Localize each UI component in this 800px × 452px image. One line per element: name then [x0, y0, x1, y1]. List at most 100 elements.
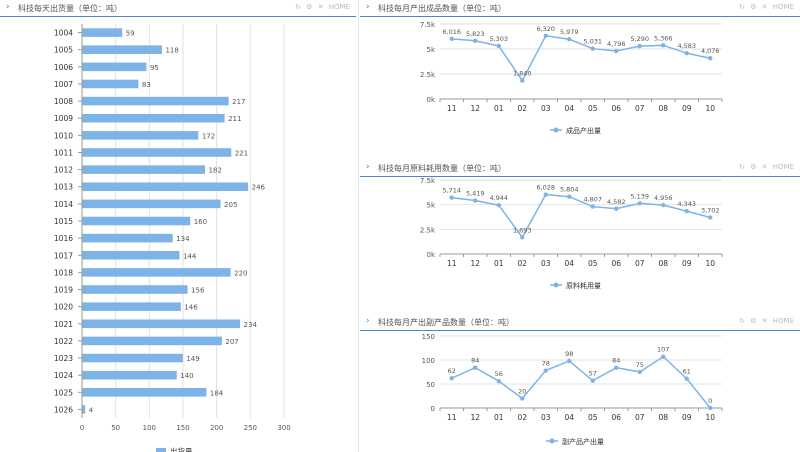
bar	[82, 113, 225, 123]
chevron-right-icon[interactable]: ›	[366, 316, 370, 326]
x-tick-label: 100	[143, 424, 156, 432]
chevron-right-icon[interactable]: ›	[366, 2, 370, 12]
chevron-right-icon[interactable]: ›	[366, 162, 370, 172]
data-label: 62	[448, 367, 456, 375]
x-tick-label: 300	[277, 424, 290, 432]
products-panel: › 科技每月产出成品数量（单位：吨） ↻ ⚙ ✕ HOME 0k 2.5k 5k 7.…	[360, 0, 800, 142]
data-point	[590, 378, 595, 383]
x-tick-label: 12	[470, 259, 480, 268]
panel-toolbar: ↻ ⚙ ✕ HOME	[736, 317, 794, 325]
data-label: 57	[589, 370, 597, 378]
data-label: 207	[225, 338, 238, 346]
data-point	[473, 198, 478, 203]
home-link[interactable]: HOME	[772, 163, 794, 171]
x-tick-label: 07	[635, 104, 645, 113]
close-icon[interactable]: ✕	[761, 317, 768, 325]
data-label: 184	[210, 389, 224, 397]
panel-header: › 科技每天出货量（单位：吨） ↻ ⚙ ✕ HOME	[0, 0, 356, 17]
data-label: 4,807	[583, 196, 602, 204]
series-line	[451, 355, 711, 409]
gear-icon[interactable]: ⚙	[750, 163, 757, 171]
data-label: 234	[244, 321, 258, 329]
gear-icon[interactable]: ⚙	[750, 3, 757, 11]
products-line-chart: 0k 2.5k 5k 7.5k 11 12 01 02 03 04 05 06 07 08 09 10 6,01…	[420, 21, 723, 135]
close-icon[interactable]: ✕	[761, 3, 768, 11]
data-label: 160	[194, 218, 207, 226]
data-label: 172	[202, 132, 215, 140]
data-label: 6,016	[442, 28, 461, 36]
data-point	[684, 50, 689, 56]
legend-label: 出货量	[170, 446, 193, 452]
data-label: 0	[708, 397, 712, 405]
data-point	[661, 354, 666, 359]
data-point	[661, 43, 666, 48]
x-tick-label: 01	[494, 104, 504, 113]
data-label: 217	[232, 98, 245, 106]
gear-icon[interactable]: ⚙	[306, 3, 313, 11]
bar	[82, 148, 232, 157]
refresh-icon[interactable]: ↻	[739, 3, 745, 11]
y-tick-label: 100	[422, 357, 435, 365]
data-point	[590, 46, 595, 51]
data-point	[567, 37, 572, 42]
y-tick-label: 150	[422, 333, 435, 341]
data-point	[590, 204, 595, 209]
panel-toolbar: ↻ ⚙ ✕ HOME	[736, 3, 794, 11]
home-link[interactable]: HOME	[772, 317, 794, 325]
bar	[82, 233, 173, 243]
data-point	[473, 365, 478, 370]
x-tick-label: 04	[564, 259, 574, 268]
x-tick-label: 10	[705, 413, 715, 422]
data-label: 5,290	[630, 35, 649, 43]
bar	[82, 45, 162, 54]
data-label: 75	[636, 361, 644, 369]
close-icon[interactable]: ✕	[761, 163, 768, 171]
data-label: 4,944	[489, 194, 508, 202]
bar	[82, 199, 221, 209]
data-label: 4,956	[654, 194, 673, 202]
byproducts-panel: › 科技每月产出副产品数量（单位：吨） ↻ ⚙ ✕ HOME 0 50 100 150…	[360, 314, 800, 452]
bar	[82, 79, 139, 89]
home-link[interactable]: HOME	[328, 3, 350, 11]
bar	[82, 370, 177, 380]
data-label: 4,076	[701, 47, 720, 55]
x-tick-label: 06	[611, 104, 621, 113]
data-point	[520, 78, 525, 83]
x-tick-label: 07	[635, 413, 645, 422]
chevron-right-icon[interactable]: ›	[6, 2, 10, 12]
legend-label: 副产品产出量	[562, 437, 604, 446]
y-tick-label: 0	[431, 405, 435, 413]
data-point	[684, 376, 689, 381]
gear-icon[interactable]: ⚙	[750, 317, 757, 325]
refresh-icon[interactable]: ↻	[739, 163, 745, 171]
close-icon[interactable]: ✕	[317, 3, 324, 11]
y-tick-label: 1017	[54, 251, 73, 260]
data-point	[496, 203, 501, 208]
data-label: 221	[235, 149, 248, 157]
data-point	[614, 206, 619, 211]
panel-header: › 科技每月产出副产品数量（单位：吨） ↻ ⚙ ✕ HOME	[360, 314, 800, 331]
refresh-icon[interactable]: ↻	[295, 3, 301, 11]
data-point	[637, 369, 642, 375]
data-label: 56	[495, 370, 503, 378]
data-point	[520, 235, 525, 240]
x-tick-label: 09	[682, 104, 692, 113]
data-label: 146	[184, 304, 198, 312]
y-tick-label: 0k	[426, 96, 435, 104]
bar	[82, 28, 123, 37]
x-tick-label: 01	[494, 259, 504, 268]
data-label: 5,303	[489, 35, 508, 43]
data-label: 6,320	[536, 25, 555, 33]
y-tick-label: 5k	[426, 202, 435, 210]
legend-marker	[553, 127, 559, 133]
bar	[82, 336, 222, 346]
x-tick-label: 01	[494, 413, 504, 422]
home-link[interactable]: HOME	[772, 3, 794, 11]
y-tick-label: 7.5k	[420, 177, 436, 185]
x-tick-label: 12	[470, 104, 480, 113]
y-tick-label: 1013	[54, 183, 73, 192]
refresh-icon[interactable]: ↻	[739, 317, 745, 325]
data-point	[496, 378, 501, 384]
data-point	[614, 48, 619, 54]
y-tick-label: 1021	[54, 320, 73, 329]
